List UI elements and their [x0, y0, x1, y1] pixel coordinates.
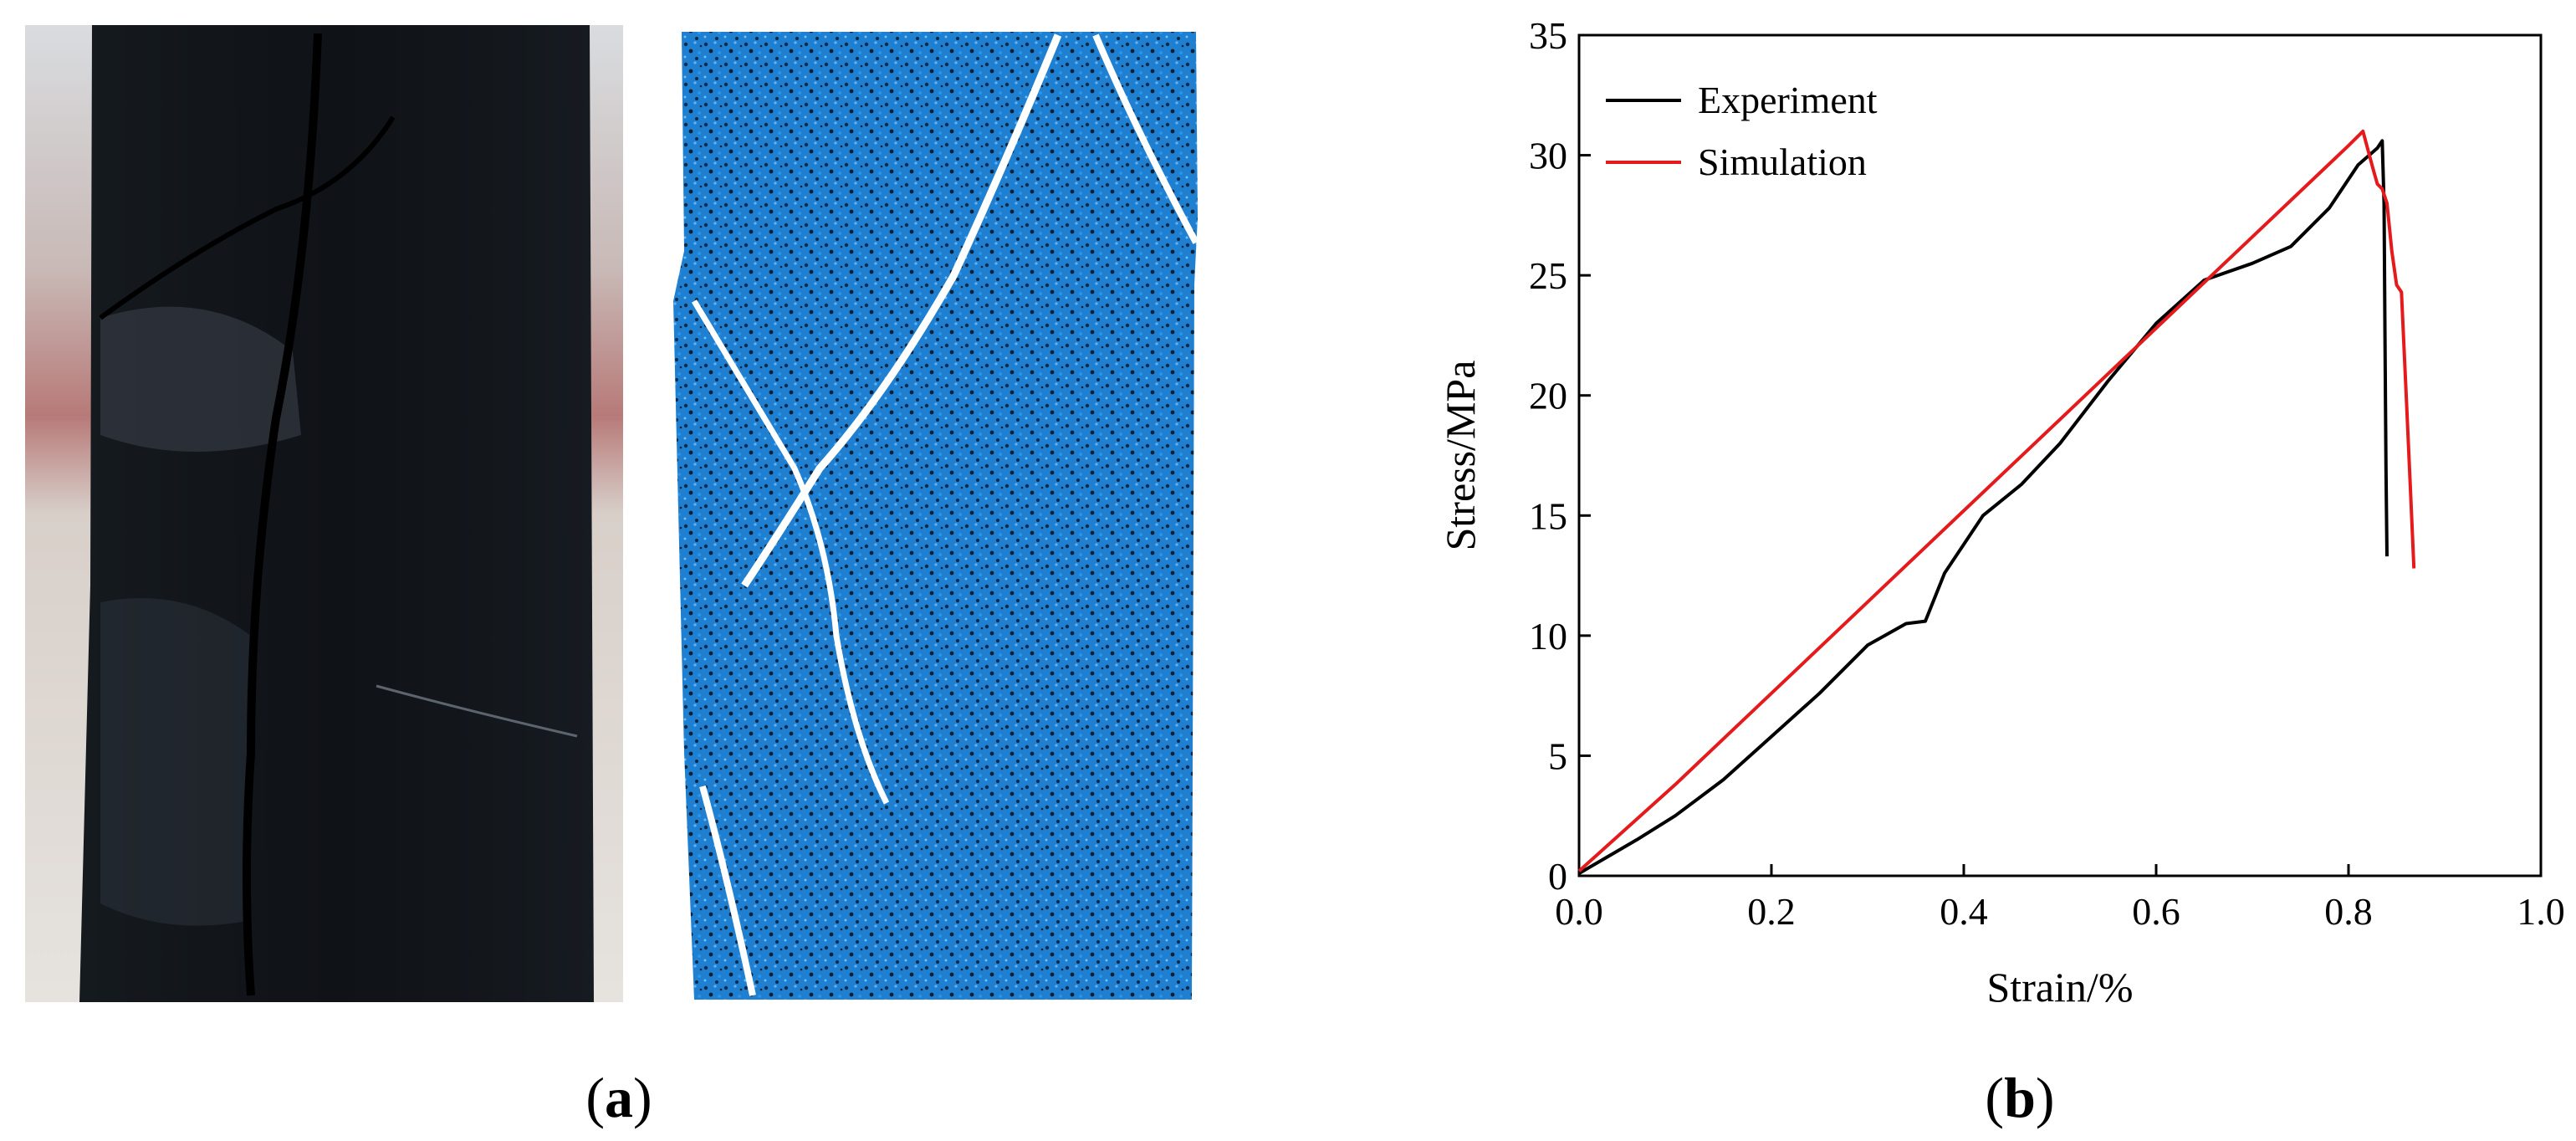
model-fracture-4	[699, 785, 756, 996]
panel-b-label: (b)	[1985, 1066, 2054, 1129]
x-tick-label: 0.4	[1940, 890, 1988, 933]
coal-fragment-shadow	[100, 598, 251, 926]
model-fracture-2	[1092, 33, 1199, 244]
secondary-crack	[99, 115, 396, 320]
y-tick-label: 20	[1529, 375, 1567, 417]
x-axis-title: Strain/%	[1987, 964, 2134, 1011]
panel-a: (a)	[0, 0, 1238, 1137]
y-tick-label: 0	[1548, 855, 1567, 898]
x-tick-label: 0.2	[1747, 890, 1796, 933]
y-tick-label: 5	[1548, 734, 1567, 777]
x-tick-label: 0.8	[2324, 890, 2373, 933]
panel-b: 0.0 0.2 0.4 0.6 0.8 1.0 0 5 10 15 20 25 30 35 Experim…	[1305, 0, 2576, 1137]
x-tick-label: 0.0	[1555, 890, 1603, 933]
y-tick-label: 30	[1529, 135, 1567, 177]
model-fracture-3	[691, 299, 890, 805]
x-tick-label: 1.0	[2517, 890, 2565, 933]
model-fracture-1	[741, 33, 1062, 588]
series-layer	[1577, 129, 2416, 875]
legend-label-experiment: Experiment	[1698, 79, 1878, 121]
x-tick-label: 0.6	[2132, 890, 2180, 933]
legend-label-simulation: Simulation	[1698, 141, 1867, 183]
plot-border	[1577, 33, 2543, 877]
y-tick-label: 15	[1529, 494, 1567, 537]
legend: Experiment Simulation	[1606, 79, 1878, 183]
series-line-experiment	[1577, 139, 2389, 875]
particle-model	[673, 32, 1198, 1000]
plot-frame	[1577, 33, 2543, 877]
panel-a-figure: (a)	[25, 25, 1199, 1129]
y-tick-label: 35	[1529, 14, 1567, 57]
axis-ticks: 0.0 0.2 0.4 0.6 0.8 1.0 0 5 10 15 20 25 30 35	[1529, 14, 2565, 933]
panel-a-label: (a)	[585, 1066, 652, 1129]
series-line-simulation	[1577, 129, 2416, 872]
y-tick-label: 10	[1529, 615, 1567, 657]
y-axis-title: Stress/MPa	[1437, 361, 1484, 551]
coal-fragment-light	[100, 306, 301, 452]
main-crack	[243, 33, 322, 996]
scratch-mark	[376, 684, 578, 738]
stress-strain-chart: 0.0 0.2 0.4 0.6 0.8 1.0 0 5 10 15 20 25 30 35 Experim…	[1437, 14, 2565, 1129]
y-tick-label: 25	[1529, 254, 1567, 297]
